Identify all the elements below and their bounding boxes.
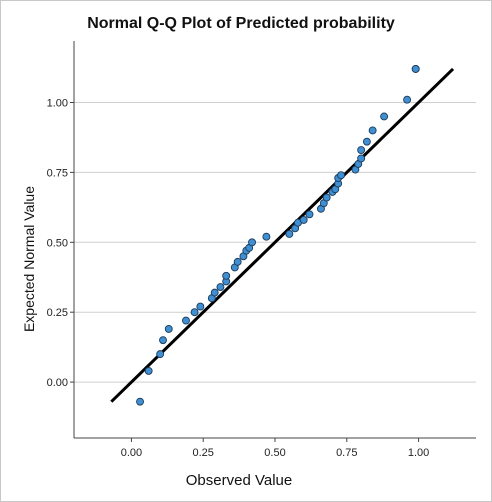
data-point (300, 216, 307, 223)
x-tick-label: 0.75 (336, 447, 357, 459)
data-point (160, 337, 167, 344)
data-point (191, 309, 198, 316)
data-point (358, 147, 365, 154)
data-point (165, 325, 172, 332)
x-tick-label: 0.25 (193, 447, 214, 459)
x-axis-label: Observed Value (74, 472, 404, 489)
data-point (369, 127, 376, 134)
y-axis-label: Expected Normal Value (21, 149, 37, 369)
data-point (145, 367, 152, 374)
data-point (404, 96, 411, 103)
y-tick-label: 1.00 (47, 98, 68, 110)
data-point (223, 272, 230, 279)
data-point (363, 138, 370, 145)
x-tick-label: 0.00 (121, 447, 142, 459)
y-tick-label: 0.50 (47, 237, 68, 249)
y-tick-label: 0.75 (47, 167, 68, 179)
data-point (197, 303, 204, 310)
data-point (182, 317, 189, 324)
data-point (211, 289, 218, 296)
data-point (157, 351, 164, 358)
data-point (323, 194, 330, 201)
data-point (338, 172, 345, 179)
data-point (286, 230, 293, 237)
y-tick-label: 0.25 (47, 307, 68, 319)
data-point (412, 65, 419, 72)
data-point (306, 211, 313, 218)
data-point (137, 398, 144, 405)
x-tick-label: 0.50 (264, 447, 285, 459)
data-point (381, 113, 388, 120)
data-point (249, 239, 256, 246)
x-tick-label: 1.00 (408, 447, 429, 459)
y-tick-label: 0.00 (47, 377, 68, 389)
data-point (263, 233, 270, 240)
data-point (234, 258, 241, 265)
data-point (217, 284, 224, 291)
data-point (358, 155, 365, 162)
